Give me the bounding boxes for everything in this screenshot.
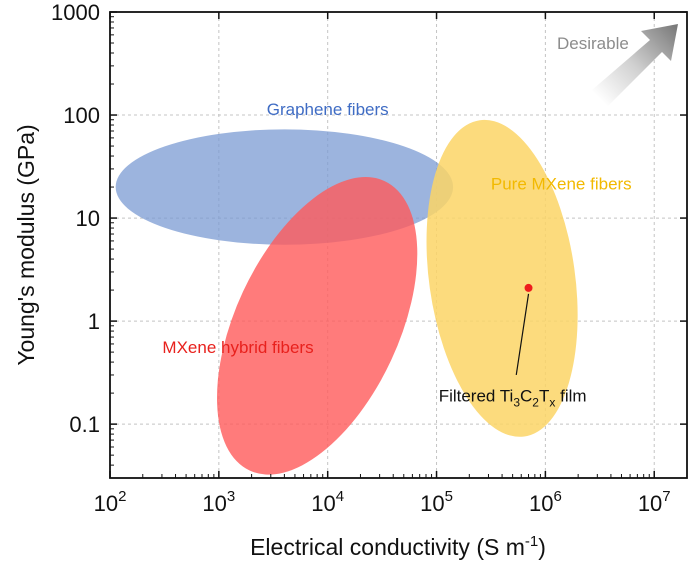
x-tick-label: 103 xyxy=(202,488,235,516)
desirable-arrow-icon xyxy=(592,24,678,106)
annotation-leader-line xyxy=(515,293,530,376)
region-label-mxene-hybrid-fibers: MXene hybrid fibers xyxy=(162,338,313,357)
annotation: Filtered Ti3C2Tx film xyxy=(439,283,587,410)
y-axis-title: Young's modulus (GPa) xyxy=(13,124,39,365)
region-pure-mxene-fibers xyxy=(426,119,578,437)
plot-frame xyxy=(109,11,688,479)
y-tick-label: 1 xyxy=(88,309,100,334)
region-label-graphene-fibers: Graphene fibers xyxy=(267,100,389,119)
region-mxene-hybrid-fibers xyxy=(216,177,418,475)
x-tick-label: 107 xyxy=(638,488,671,516)
y-tick-label: 10 xyxy=(76,206,100,231)
region-labels: Graphene fibers Pure MXene fibers MXene hy… xyxy=(162,100,631,357)
desirable-arrow: Desirable xyxy=(557,24,678,106)
annotation-label: Filtered Ti3C2Tx film xyxy=(439,387,587,410)
x-tick-label: 102 xyxy=(94,488,127,516)
x-tick-label: 106 xyxy=(529,488,562,516)
x-axis-title: Electrical conductivity (S m-1) xyxy=(250,533,546,560)
x-tick-label: 104 xyxy=(311,488,344,516)
x-axis-ticks: 102 103 104 105 106 107 xyxy=(94,12,671,516)
y-tick-label: 1000 xyxy=(51,0,100,25)
y-tick-label: 100 xyxy=(63,103,100,128)
x-tick-label: 105 xyxy=(420,488,453,516)
y-tick-label: 0.1 xyxy=(69,412,100,437)
y-axis-ticks: 0.1 1 10 100 1000 xyxy=(51,0,687,466)
region-label-pure-mxene-fibers: Pure MXene fibers xyxy=(491,174,632,193)
data-point-filtered-film xyxy=(524,283,533,292)
region-layer xyxy=(115,119,578,475)
desirable-label: Desirable xyxy=(557,34,629,53)
